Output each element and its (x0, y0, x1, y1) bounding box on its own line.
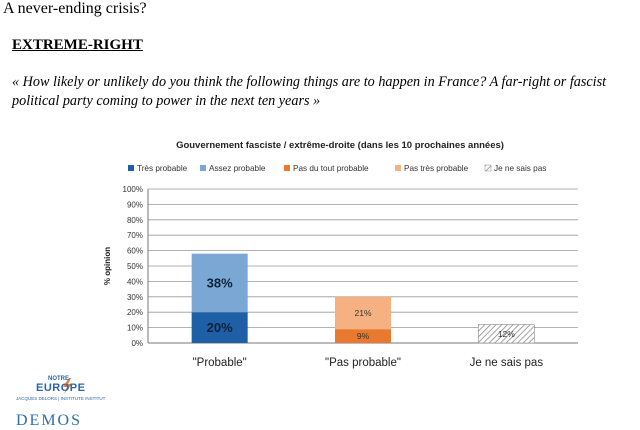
y-axis-label: % opinion (103, 247, 112, 285)
demos-logo: DEMOS (16, 412, 83, 429)
y-tick-label-3: 30% (127, 293, 143, 302)
bar-0-0 (191, 312, 248, 343)
data-label-0-0: 20% (207, 320, 233, 335)
legend-label-3: Pas très probable (404, 164, 469, 173)
legend-swatch-1 (200, 165, 206, 171)
bar-3-1 (335, 296, 391, 330)
logo-europe-text: EUROPE (36, 382, 86, 394)
y-tick-label-10: 100% (123, 185, 143, 194)
bolt-icon (63, 378, 72, 394)
y-tick-label-4: 40% (127, 277, 143, 286)
legend-label-1: Assez probable (209, 164, 266, 173)
data-label-4-2: 12% (498, 329, 515, 339)
notre-europe-logo: NOTRE EUROPE JACQUES DELORS | INSTITUTE … (14, 372, 106, 430)
section-heading: EXTREME-RIGHT (12, 37, 143, 53)
legend-label-4: Je ne sais pas (494, 164, 546, 173)
legend-swatch-4 (484, 164, 492, 172)
bar-4-2 (478, 324, 535, 344)
survey-question: « How likely or unlikely do you think th… (12, 74, 607, 109)
data-label-2-1: 9% (357, 331, 370, 341)
y-tick-label-0: 0% (131, 339, 143, 348)
page-title: A never-ending crisis? (3, 0, 147, 17)
logo-subtitle: JACQUES DELORS | INSTITUTE INSTITUT (16, 396, 106, 401)
data-label-1-0: 38% (207, 275, 233, 290)
bar-1-0 (191, 253, 248, 313)
legend-label-2: Pas du tout probable (293, 164, 369, 173)
y-tick-label-5: 50% (127, 262, 143, 271)
legend-label-0: Très probable (137, 164, 188, 173)
y-tick-label-2: 20% (127, 308, 143, 317)
y-tick-label-7: 70% (127, 231, 143, 240)
y-tick-label-8: 80% (127, 216, 143, 225)
legend-swatch-3 (395, 165, 401, 171)
x-category-label-0: "Probable" (193, 357, 247, 369)
x-category-label-1: "Pas probable" (325, 357, 401, 369)
chart-title: Gouvernement fasciste / extrême-droite (… (176, 140, 504, 151)
data-label-3-1: 21% (354, 308, 371, 318)
bar-2-1 (335, 329, 391, 343)
logo-notre-text: NOTRE (48, 376, 69, 382)
x-category-label-2: Je ne sais pas (470, 357, 544, 369)
y-tick-label-6: 60% (127, 247, 143, 256)
legend-swatch-0 (128, 165, 134, 171)
legend-swatch-2 (284, 165, 290, 171)
y-tick-label-1: 10% (127, 324, 143, 333)
y-tick-label-9: 90% (127, 200, 143, 209)
